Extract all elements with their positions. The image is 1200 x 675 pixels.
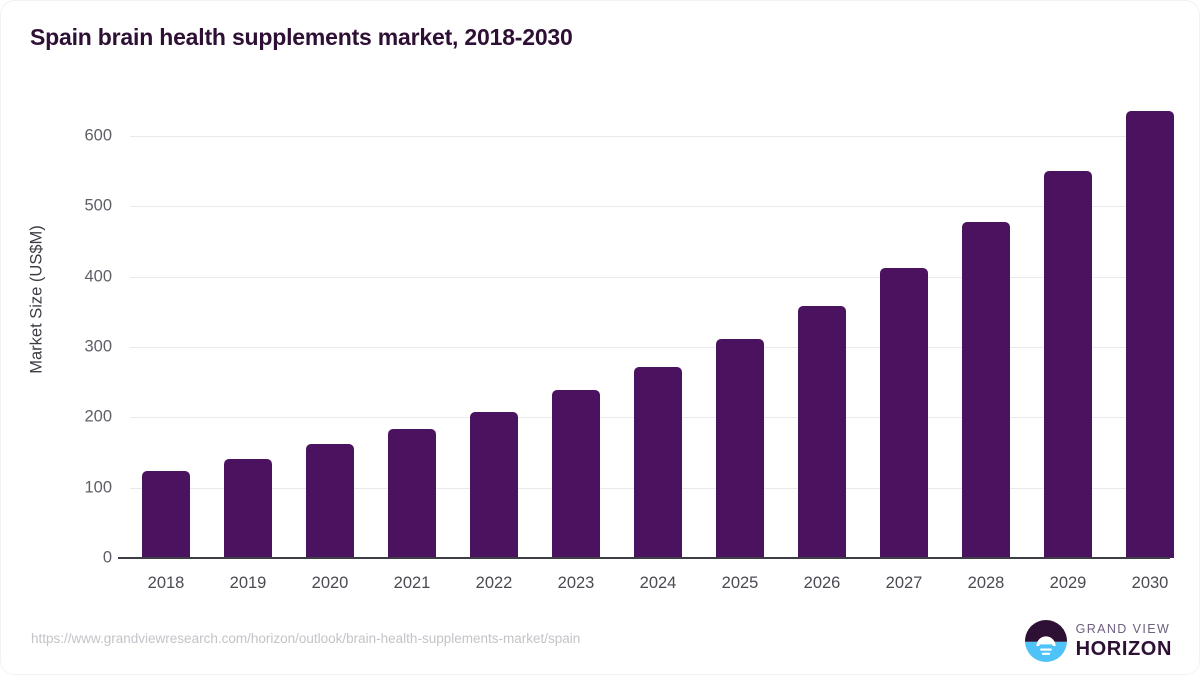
x-tick-label-2023: 2023 <box>557 574 595 592</box>
gridline <box>130 276 1170 278</box>
y-tick-label: 400 <box>84 267 112 286</box>
bar-2027[interactable] <box>880 267 928 558</box>
gridline <box>130 347 1170 348</box>
bar-2020[interactable] <box>306 444 354 558</box>
x-tick-label-2024: 2024 <box>639 574 677 592</box>
bar-2018[interactable] <box>142 470 190 558</box>
y-axis-tick-labels: 0 100 200 300 400 500 600 <box>50 0 112 675</box>
y-axis-title: Market Size (US$M) <box>27 225 46 374</box>
x-tick-label-2025: 2025 <box>721 574 759 592</box>
x-tick-label-2026: 2026 <box>803 574 841 592</box>
x-tick-label-2027: 2027 <box>885 574 923 592</box>
x-tick-label-2021: 2021 <box>393 574 431 592</box>
bar-2028[interactable] <box>962 221 1010 558</box>
bar-2029[interactable] <box>1044 171 1092 558</box>
bar-2021[interactable] <box>388 429 436 558</box>
y-tick-label: 300 <box>84 337 112 356</box>
y-tick-label: 200 <box>84 407 112 426</box>
bar-2026[interactable] <box>798 305 846 558</box>
x-tick-label-2028: 2028 <box>967 574 1005 592</box>
bar-2024[interactable] <box>634 366 682 558</box>
plot-area <box>130 111 1174 558</box>
logo-line-horizon: HORIZON <box>1075 637 1172 660</box>
x-tick-label-2030: 2030 <box>1131 574 1169 592</box>
bar-2025[interactable] <box>716 338 764 558</box>
source-url: https://www.grandviewresearch.com/horizo… <box>31 631 581 646</box>
x-axis-line <box>118 557 1170 559</box>
bar-2023[interactable] <box>552 389 600 558</box>
y-tick-label: 600 <box>84 126 112 145</box>
gridline <box>130 206 1170 208</box>
page-title: Spain brain health supplements market, 2… <box>30 24 573 50</box>
bar-2019[interactable] <box>224 458 272 558</box>
grand-view-horizon-sun-circle-icon <box>1024 620 1067 662</box>
grand-view-horizon-logo: GRAND VIEW HORIZON <box>1024 619 1172 663</box>
y-tick-label: 100 <box>84 478 112 497</box>
x-tick-label-2029: 2029 <box>1049 574 1087 592</box>
logo-wordmark: GRAND VIEW HORIZON <box>1076 623 1172 659</box>
x-tick-label-2022: 2022 <box>475 574 513 592</box>
x-tick-label-2018: 2018 <box>147 574 185 592</box>
x-tick-label-2020: 2020 <box>311 574 349 592</box>
y-tick-label: 500 <box>84 196 112 215</box>
x-tick-label-2019: 2019 <box>229 574 267 592</box>
bar-2022[interactable] <box>470 411 518 558</box>
gridline <box>130 136 1170 137</box>
bar-2030[interactable] <box>1126 111 1174 558</box>
y-tick-label: 0 <box>102 548 112 567</box>
logo-line-grand-view: GRAND VIEW <box>1075 622 1171 637</box>
